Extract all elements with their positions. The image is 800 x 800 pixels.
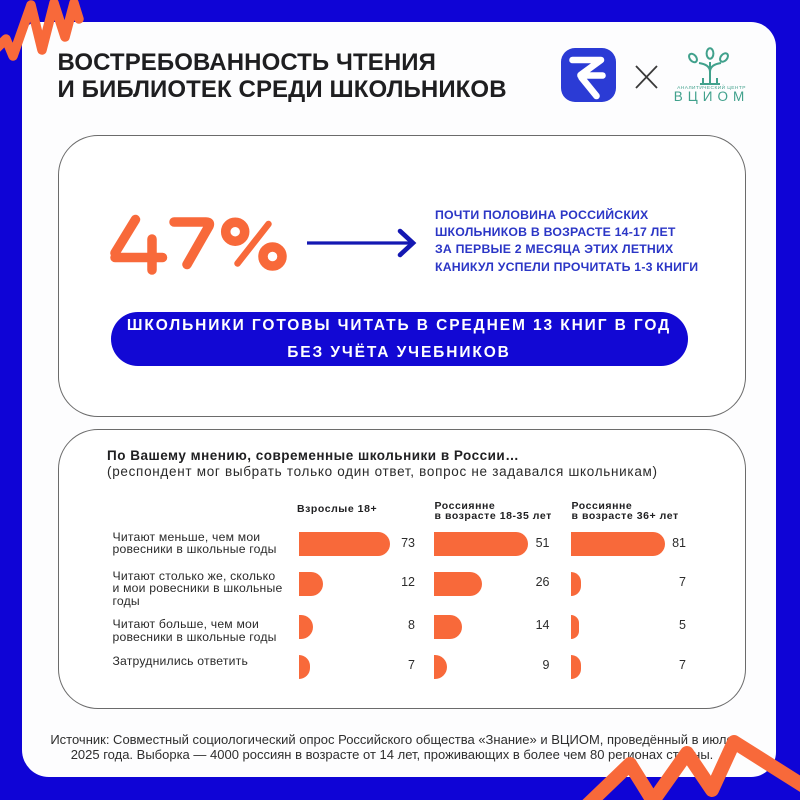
svg-text:ВЦИОМ: ВЦИОМ: [674, 89, 749, 104]
svg-text:АНАЛИТИЧЕСКИЙ ЦЕНТР: АНАЛИТИЧЕСКИЙ ЦЕНТР: [677, 83, 746, 91]
